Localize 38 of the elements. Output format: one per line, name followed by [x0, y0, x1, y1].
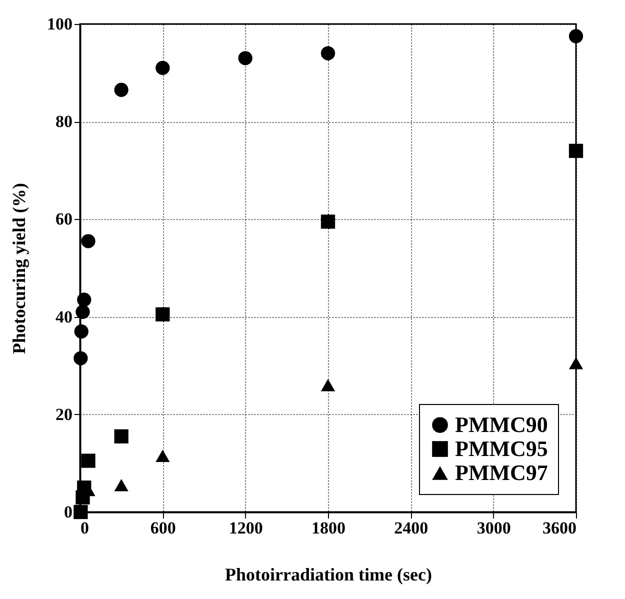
point — [74, 351, 88, 366]
x-tick-label: 3000 — [476, 518, 511, 538]
point — [568, 357, 584, 370]
point — [114, 82, 128, 97]
point — [74, 324, 88, 338]
legend-label: PMMC95 — [455, 436, 548, 461]
point — [568, 144, 584, 158]
point — [76, 304, 90, 319]
x-tick-label: 3600 — [542, 518, 576, 538]
point — [81, 234, 96, 248]
y-tick-label: 60 — [56, 210, 72, 229]
point — [156, 307, 170, 322]
point — [114, 429, 128, 444]
point — [114, 479, 128, 492]
x-tick-label: 2400 — [394, 518, 428, 538]
y-tick-label: 0 — [64, 502, 72, 522]
y-tick-label: 80 — [56, 112, 72, 132]
point — [156, 60, 170, 75]
y-tick-label: 40 — [56, 307, 72, 326]
y-tick-label: 100 — [47, 14, 72, 34]
point — [156, 450, 170, 462]
point — [238, 51, 252, 66]
point — [77, 292, 92, 307]
legend-label: PMMC90 — [455, 412, 548, 437]
point — [74, 504, 88, 520]
point — [320, 214, 336, 229]
point — [568, 29, 584, 44]
legend-label: PMMC97 — [455, 460, 548, 485]
y-axis-title: Photocuring yield (%) — [9, 183, 29, 354]
x-tick-label: 0 — [80, 518, 89, 538]
x-axis-title: Photoirradiation time (sec) — [225, 564, 432, 584]
x-tick-label: 1800 — [312, 518, 346, 538]
y-tick-label: 20 — [56, 404, 72, 424]
point — [81, 454, 96, 468]
point — [320, 46, 336, 60]
point — [320, 378, 336, 392]
x-tick-label: 600 — [150, 518, 176, 538]
x-tick-label: 1200 — [228, 518, 263, 538]
